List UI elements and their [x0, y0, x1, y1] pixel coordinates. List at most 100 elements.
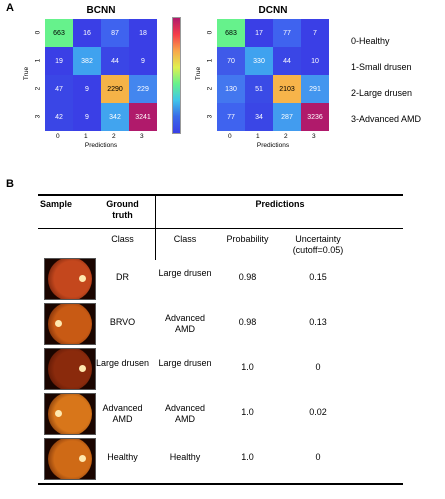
- matrix-cell: 77: [273, 19, 301, 47]
- matrix-cell: 287: [273, 103, 301, 131]
- matrix-cell: 10: [301, 47, 329, 75]
- matrix-cell: 7: [301, 19, 329, 47]
- panel-b-letter: B: [6, 178, 14, 190]
- dcnn-confusion-matrix: 683 17 77 7 70 330 44 10 130 51 2103 291 77 34 287 3236: [217, 19, 329, 131]
- table-top-rule: [38, 194, 403, 196]
- header-gt-class: Class: [111, 234, 134, 244]
- matrix-cell: 683: [217, 19, 245, 47]
- matrix-cell: 34: [245, 103, 273, 131]
- cell-uncertainty: 0: [315, 452, 321, 462]
- x-tick-label: 1: [256, 133, 260, 140]
- bcnn-y-ticks: 0 1 2 3: [34, 19, 44, 131]
- dcnn-y-axis-label: True: [195, 66, 203, 81]
- cell-ground-truth: Advanced AMD: [102, 403, 143, 424]
- fundus-image: [44, 438, 96, 480]
- cell-probability: 1.0: [241, 407, 254, 417]
- matrix-cell: 9: [73, 75, 101, 103]
- y-tick-label: 3: [34, 114, 42, 119]
- bcnn-title: BCNN: [86, 5, 116, 16]
- bcnn-y-axis-label: True: [23, 66, 31, 81]
- cell-probability: 1.0: [241, 452, 254, 462]
- dcnn-x-axis-label: Predictions: [256, 142, 290, 149]
- legend-item-3: 3-Advanced AMD: [351, 114, 422, 124]
- matrix-cell: 229: [129, 75, 157, 103]
- matrix-cell: 42: [45, 103, 73, 131]
- legend-item-0: 0-Healthy: [351, 36, 390, 46]
- matrix-cell: 3236: [301, 103, 329, 131]
- matrix-cell: 9: [73, 103, 101, 131]
- cell-predicted-class: Large drusen: [158, 268, 212, 278]
- header-pred-class: Class: [173, 234, 197, 244]
- matrix-cell: 342: [101, 103, 129, 131]
- cell-uncertainty: 0.13: [309, 317, 327, 327]
- table-vertical-rule: [155, 194, 156, 260]
- dcnn-y-ticks: 0 1 2 3: [206, 19, 216, 131]
- cell-ground-truth: DR: [116, 272, 129, 282]
- cell-predicted-class: Healthy: [169, 452, 201, 462]
- fundus-image: [44, 393, 96, 435]
- cell-ground-truth: Healthy: [107, 452, 138, 462]
- matrix-cell: 2290: [101, 75, 129, 103]
- x-tick-label: 2: [284, 133, 288, 140]
- header-probability: Probability: [226, 234, 269, 244]
- cell-probability: 0.98: [238, 272, 257, 282]
- matrix-cell: 382: [73, 47, 101, 75]
- header-ground-truth: Ground truth: [106, 199, 139, 220]
- panel-a-letter: A: [6, 2, 14, 14]
- matrix-cell: 19: [45, 47, 73, 75]
- cell-uncertainty: 0: [315, 362, 321, 372]
- bcnn-confusion-matrix: 663 16 87 18 19 382 44 9 47 9 2290 229 42 9 342 3241: [45, 19, 157, 131]
- cell-predicted-class: Advanced AMD: [164, 313, 206, 334]
- cell-predicted-class: Advanced AMD: [164, 403, 206, 424]
- header-sample: Sample: [40, 199, 73, 209]
- y-tick-label: 3: [206, 114, 214, 119]
- cell-predicted-class: Large drusen: [158, 358, 212, 368]
- header-predictions: Predictions: [255, 199, 305, 209]
- colorbar: [172, 17, 181, 134]
- cell-uncertainty: 0.15: [309, 272, 327, 282]
- matrix-cell: 87: [101, 19, 129, 47]
- matrix-cell: 663: [45, 19, 73, 47]
- y-tick-label: 1: [34, 58, 42, 63]
- fundus-image: [44, 258, 96, 300]
- matrix-cell: 70: [217, 47, 245, 75]
- dcnn-title: DCNN: [258, 5, 288, 16]
- cell-probability: 1.0: [241, 362, 254, 372]
- matrix-cell: 330: [245, 47, 273, 75]
- matrix-cell: 130: [217, 75, 245, 103]
- matrix-cell: 51: [245, 75, 273, 103]
- matrix-cell: 291: [301, 75, 329, 103]
- fundus-image: [44, 348, 96, 390]
- matrix-cell: 77: [217, 103, 245, 131]
- bcnn-x-ticks: 0 1 2 3: [45, 133, 157, 141]
- matrix-cell: 18: [129, 19, 157, 47]
- fundus-image: [44, 303, 96, 345]
- matrix-cell: 3241: [129, 103, 157, 131]
- bcnn-x-axis-label: Predictions: [84, 142, 118, 149]
- x-tick-label: 2: [112, 133, 116, 140]
- x-tick-label: 0: [228, 133, 232, 140]
- y-tick-label: 2: [206, 86, 214, 91]
- matrix-cell: 17: [245, 19, 273, 47]
- y-tick-label: 0: [34, 30, 42, 35]
- matrix-cell: 47: [45, 75, 73, 103]
- matrix-cell: 44: [273, 47, 301, 75]
- matrix-cell: 44: [101, 47, 129, 75]
- y-tick-label: 2: [34, 86, 42, 91]
- matrix-cell: 9: [129, 47, 157, 75]
- x-tick-label: 1: [84, 133, 88, 140]
- y-tick-label: 1: [206, 58, 214, 63]
- cell-ground-truth: BRVO: [109, 317, 136, 327]
- cell-probability: 0.98: [238, 317, 257, 327]
- x-tick-label: 3: [140, 133, 144, 140]
- matrix-cell: 2103: [273, 75, 301, 103]
- header-uncertainty: Uncertainty (cutoff=0.05): [292, 234, 344, 255]
- table-mid-rule: [38, 228, 403, 229]
- legend-item-2: 2-Large drusen: [351, 88, 413, 98]
- dcnn-x-ticks: 0 1 2 3: [217, 133, 329, 141]
- x-tick-label: 0: [56, 133, 60, 140]
- cell-uncertainty: 0.02: [309, 407, 327, 417]
- legend-item-1: 1-Small drusen: [351, 62, 412, 72]
- table-bottom-rule: [38, 483, 403, 485]
- y-tick-label: 0: [206, 30, 214, 35]
